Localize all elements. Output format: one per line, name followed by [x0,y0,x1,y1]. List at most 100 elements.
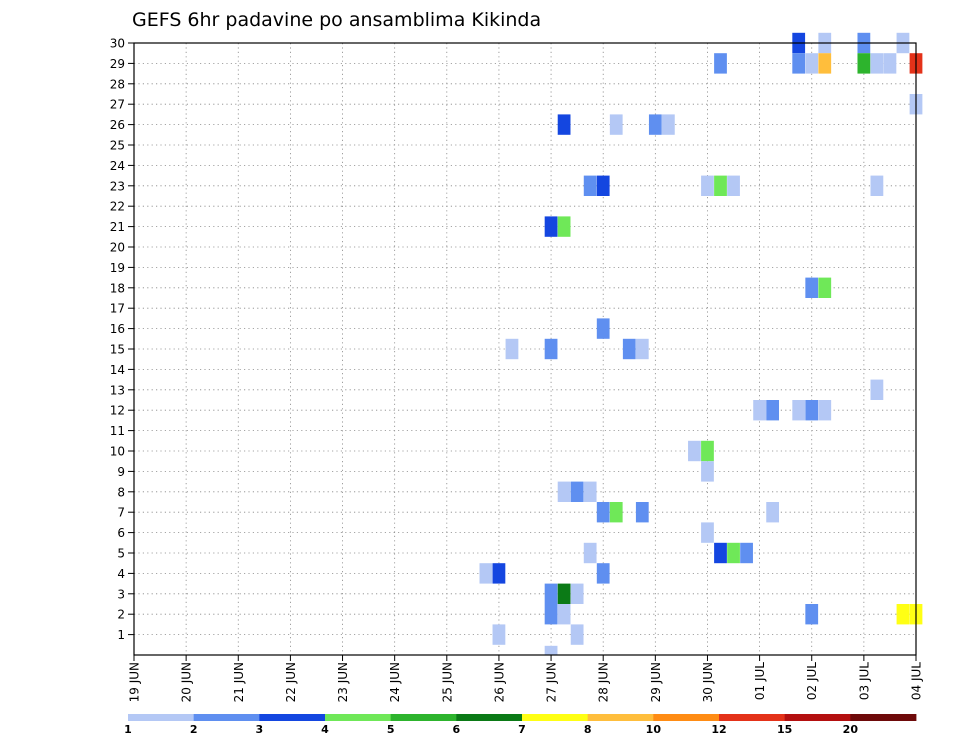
heatmap-cell [557,481,571,502]
heatmap-cell [557,604,571,625]
heatmap-cells [479,32,923,655]
heatmap-cell [583,481,597,502]
heatmap-cell [805,400,819,421]
y-tick-label: 18 [110,281,125,295]
colorbar-swatch [587,714,654,721]
heatmap-cell [688,440,701,462]
heatmap-cell [792,400,806,421]
y-tick-label: 10 [110,445,125,459]
heatmap-cell [544,338,558,360]
heatmap-cell [753,400,766,421]
heatmap-cell [544,583,558,604]
heatmap-cell [648,114,662,135]
y-tick-label: 17 [110,302,125,316]
colorbar-swatch [522,714,589,721]
y-tick-label: 22 [110,200,125,214]
heatmap-cell [818,277,832,298]
y-tick-label: 7 [117,506,125,520]
heatmap-cell [701,440,714,462]
x-tick-label: 21 JUN [232,662,246,702]
heatmap-cell [492,563,506,584]
y-tick-label: 30 [110,37,125,51]
colorbar-label: 8 [584,723,592,736]
colorbar-swatch [128,714,195,721]
heatmap-cell [583,542,597,564]
y-tick-label: 11 [110,424,125,438]
chart-title: GEFS 6hr padavine po ansamblima Kikinda [132,9,541,31]
y-tick-label: 26 [110,118,125,132]
y-tick-label: 14 [110,363,125,377]
heatmap-cell [701,175,714,196]
heatmap-cell [714,53,727,74]
y-tick-label: 8 [117,485,125,499]
heatmap-cell [570,583,584,604]
heatmap-cell [596,318,610,339]
colorbar-swatch [390,714,457,721]
heatmap-cell [896,604,910,625]
heatmap-cell [661,114,675,135]
heatmap-cell [805,277,819,298]
heatmap-cell [596,502,610,523]
y-tick-label: 3 [117,587,125,601]
y-tick-label: 6 [117,526,125,540]
heatmap-cell [596,563,610,584]
heatmap-cell [727,542,740,564]
colorbar-label: 3 [256,723,264,736]
heatmap-cell [609,114,623,135]
colorbar-label: 12 [711,723,726,736]
x-tick-label: 29 JUN [649,662,663,702]
heatmap-cell [544,645,558,655]
x-tick-label: 30 JUN [701,662,715,702]
colorbar-label: 10 [646,723,662,736]
colorbar-swatch [850,714,917,721]
x-tick-label: 19 JUN [128,662,142,702]
y-tick-label: 16 [110,322,125,336]
y-tick-label: 19 [110,261,125,275]
y-tick-label: 9 [117,465,125,479]
y-tick-label: 1 [117,628,125,642]
heatmap-cell [609,502,623,523]
y-tick-label: 23 [110,179,125,193]
heatmap-cell [766,400,780,421]
y-tick-label: 12 [110,404,125,418]
heatmap-cell [714,175,727,196]
y-tick-label: 2 [117,608,125,622]
heatmap-cell [557,583,571,604]
x-tick-label: 04 JUL [910,662,924,700]
colorbar-label: 1 [124,723,132,736]
heatmap-cell [857,53,871,74]
y-tick-label: 24 [110,159,125,173]
y-tick-label: 13 [110,383,125,397]
colorbar-label: 20 [843,723,859,736]
heatmap-cell [805,53,819,74]
y-tick-label: 28 [110,77,125,91]
x-tick-label: 01 JUL [753,662,767,700]
colorbar-swatch [259,714,326,721]
x-tick-label: 25 JUN [440,662,454,702]
heatmap-cell [805,604,819,625]
x-tick-label: 27 JUN [545,662,559,702]
heatmap-cell [622,338,636,360]
y-tick-label: 27 [110,98,125,112]
x-tick-label: 03 JUL [857,662,871,700]
x-tick-label: 23 JUN [336,662,350,702]
x-axis: 19 JUN 20 JUN 21 JUN 22 JUN 23 JUN 24 JUN 25 J… [128,655,924,702]
heatmap-cell [635,502,649,523]
heatmap-cell [635,338,649,360]
y-axis: 1234567891011121314151617181920212223242… [110,37,134,642]
heatmap-cell [583,175,597,196]
x-tick-label: 28 JUN [597,662,611,702]
heatmap-cell [714,542,727,564]
y-tick-label: 4 [117,567,125,581]
heatmap-cell [766,502,780,523]
x-tick-label: 24 JUN [388,662,402,702]
heatmap-cell [570,624,584,645]
y-tick-label: 25 [110,139,125,153]
heatmap-cell [727,175,740,196]
heatmap-cell [870,53,884,74]
heatmap-cell [596,175,610,196]
y-tick-label: 15 [110,343,125,357]
colorbar-label: 15 [777,723,792,736]
colorbar-swatch [653,714,720,721]
